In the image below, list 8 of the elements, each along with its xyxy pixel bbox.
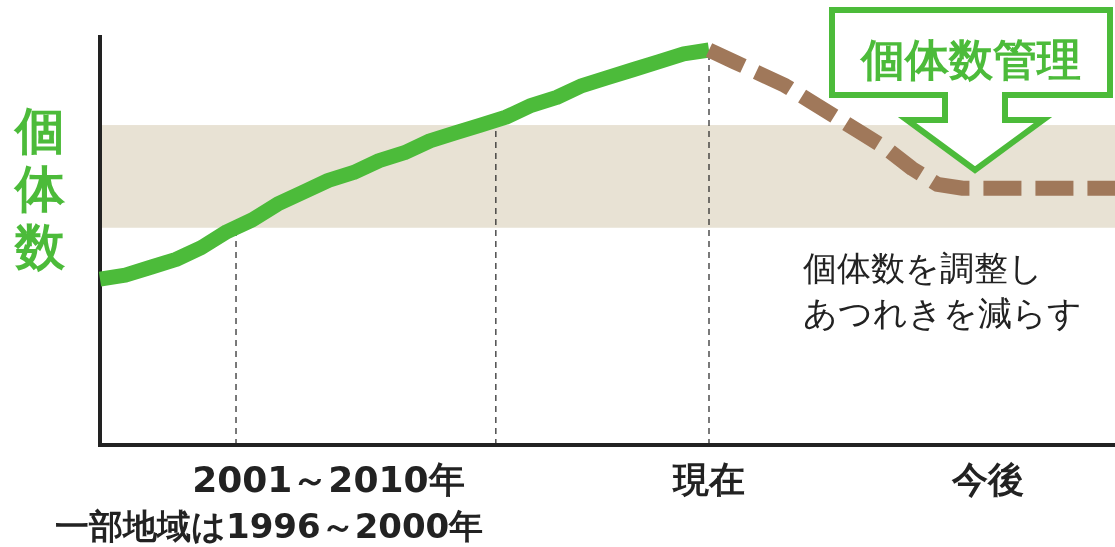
x-tick-label: 今後 — [951, 459, 1025, 500]
text: 一部地域は1996～2000年 — [55, 506, 484, 546]
x-tick-label: 2001～2010年 — [192, 459, 465, 500]
annotation: あつれきを減らす — [803, 293, 1082, 333]
y-axis-title: 個体数 — [13, 102, 66, 276]
annotation: 個体数を調整し — [803, 248, 1043, 288]
annotation: 個体数管理 — [859, 34, 1081, 85]
x-tick-label: 現在 — [672, 459, 745, 500]
